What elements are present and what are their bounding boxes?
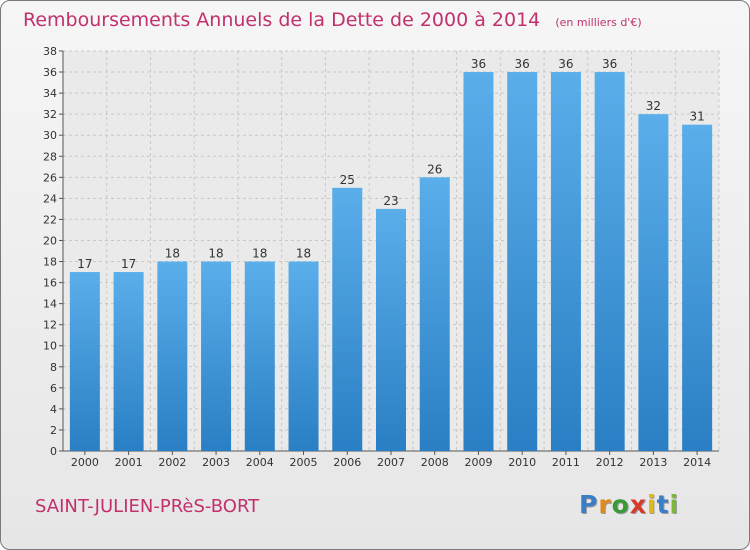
x-tick-label: 2006 (333, 456, 361, 469)
logo-letter: i (669, 490, 680, 519)
x-tick-label: 2001 (115, 456, 143, 469)
bar-value-label: 18 (208, 247, 223, 261)
bar (69, 272, 100, 451)
y-tick-label: 2 (50, 424, 57, 437)
x-tick-label: 2011 (552, 456, 580, 469)
y-tick-label: 38 (43, 45, 57, 58)
logo-letter: i (647, 490, 657, 519)
y-tick-label: 12 (43, 319, 57, 332)
logo-letter: x (629, 490, 647, 519)
bar (419, 177, 450, 451)
x-tick-label: 2007 (377, 456, 405, 469)
y-tick-label: 36 (43, 66, 57, 79)
bar-value-label: 31 (689, 110, 704, 124)
town-name: SAINT-JULIEN-PRèS-BORT (35, 496, 260, 517)
x-tick-label: 2010 (508, 456, 536, 469)
x-tick-label: 2000 (71, 456, 99, 469)
x-tick-label: 2005 (290, 456, 318, 469)
y-tick-label: 26 (43, 171, 57, 184)
y-tick-label: 24 (43, 192, 57, 205)
y-tick-label: 32 (43, 108, 57, 121)
bar (113, 272, 144, 451)
bar (288, 261, 319, 451)
x-tick-label: 2013 (639, 456, 667, 469)
bar-value-label: 36 (602, 57, 617, 71)
x-tick-label: 2002 (158, 456, 186, 469)
y-tick-label: 6 (50, 382, 57, 395)
bar-value-label: 36 (558, 57, 573, 71)
bar-value-label: 25 (340, 173, 355, 187)
bar (376, 208, 406, 451)
bar (332, 187, 363, 451)
y-tick-label: 16 (43, 277, 57, 290)
bar (550, 72, 581, 451)
logo-letter: t (656, 490, 670, 519)
x-tick-label: 2004 (246, 456, 274, 469)
x-tick-label: 2008 (421, 456, 449, 469)
bar-value-label: 17 (77, 257, 92, 271)
bar-value-label: 23 (383, 194, 398, 208)
bar-value-label: 36 (515, 57, 530, 71)
bar (638, 114, 669, 451)
bar (157, 261, 188, 451)
logo-letter: r (598, 490, 612, 519)
bar-value-label: 32 (646, 99, 661, 113)
y-tick-label: 4 (50, 403, 57, 416)
y-tick-label: 0 (50, 445, 57, 458)
y-tick-label: 22 (43, 213, 57, 226)
chart-title-block: Remboursements Annuels de la Dette de 20… (23, 9, 642, 31)
x-tick-label: 2012 (596, 456, 624, 469)
y-tick-label: 18 (43, 256, 57, 269)
bar (244, 261, 275, 451)
bar (594, 72, 625, 451)
bar-value-label: 18 (252, 247, 267, 261)
x-tick-label: 2009 (464, 456, 492, 469)
bar (507, 72, 538, 451)
logo-letter: o (611, 490, 630, 519)
logo-letter: P (579, 490, 599, 519)
bar-value-label: 17 (121, 257, 136, 271)
y-tick-label: 28 (43, 150, 57, 163)
y-tick-label: 30 (43, 129, 57, 142)
y-tick-label: 10 (43, 340, 57, 353)
chart-title: Remboursements Annuels de la Dette de 20… (23, 9, 541, 31)
y-tick-label: 8 (50, 361, 57, 374)
y-tick-label: 14 (43, 298, 57, 311)
y-tick-label: 34 (43, 87, 57, 100)
bar-value-label: 18 (296, 247, 311, 261)
y-tick-label: 20 (43, 234, 57, 247)
x-tick-label: 2003 (202, 456, 230, 469)
bar-value-label: 18 (165, 247, 180, 261)
bar (201, 261, 232, 451)
chart-unit-note: (en milliers d'€) (555, 16, 642, 29)
x-tick-label: 2014 (683, 456, 711, 469)
bar-value-label: 36 (471, 57, 486, 71)
bar (682, 124, 713, 452)
proxiti-logo: Proxiti (579, 490, 679, 519)
bar-value-label: 26 (427, 162, 442, 176)
bar (463, 72, 494, 451)
